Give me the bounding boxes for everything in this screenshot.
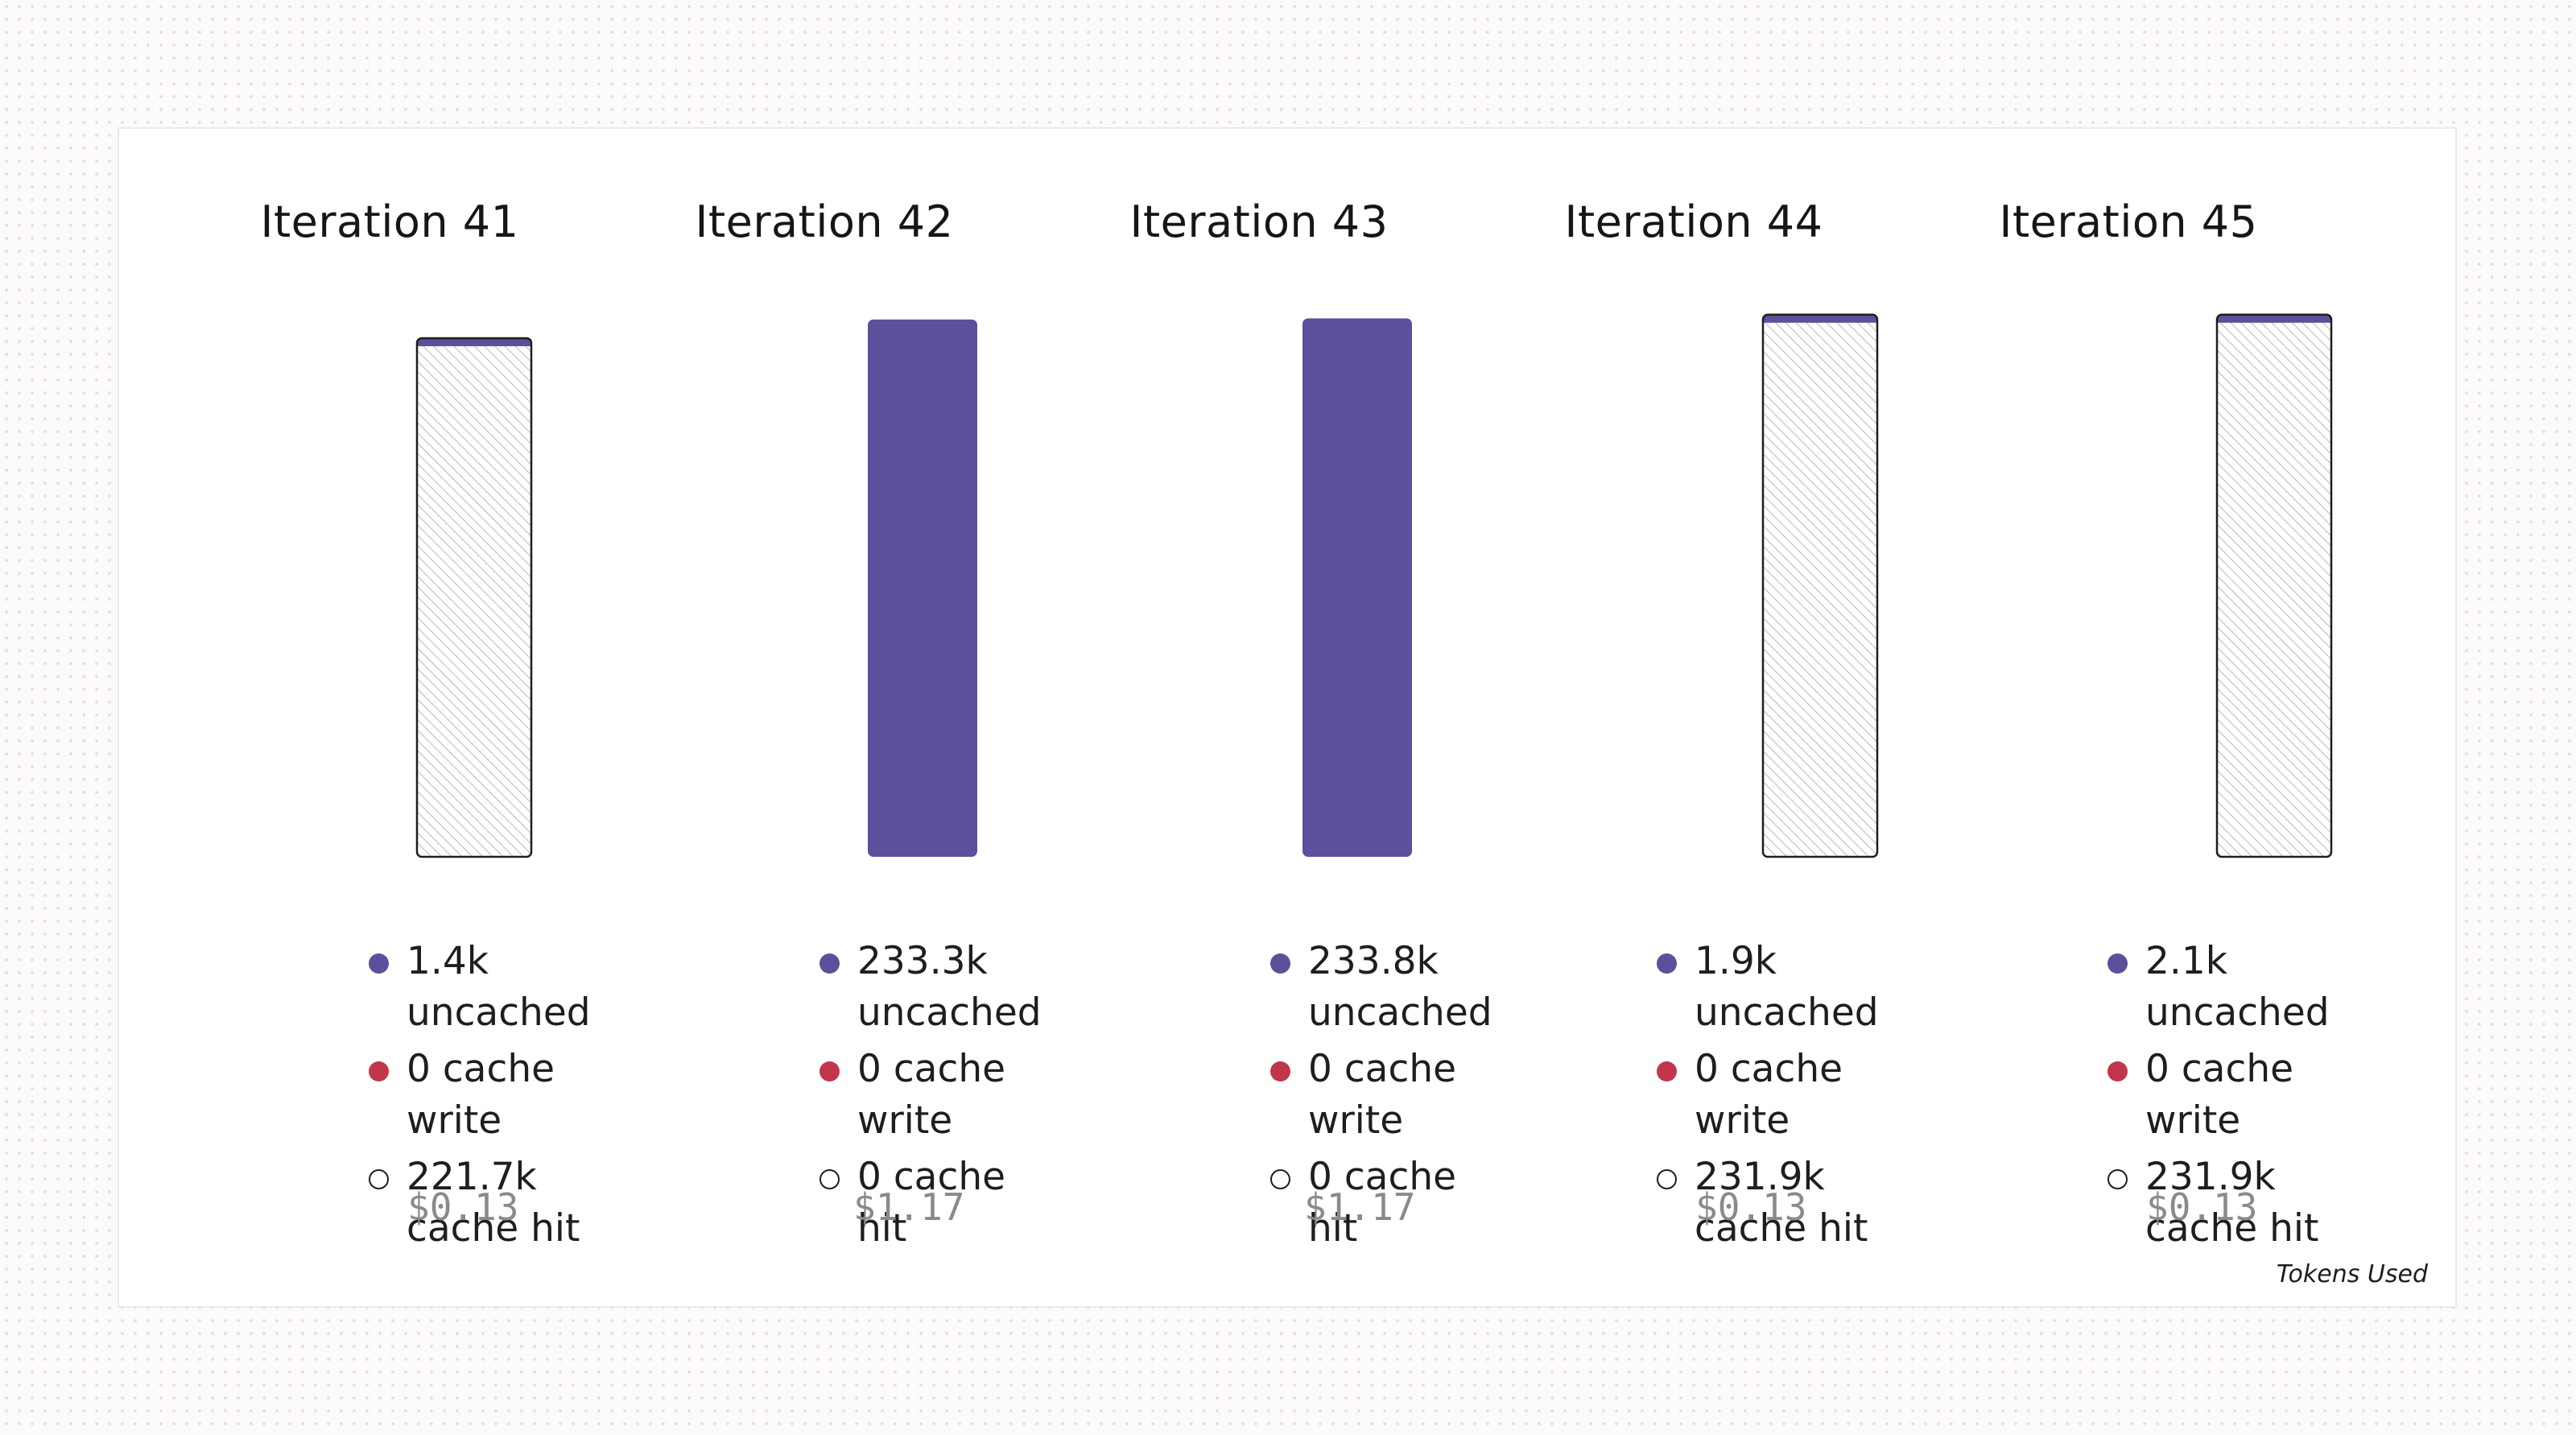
bar-segment-uncached bbox=[2217, 314, 2331, 323]
iteration-title: Iteration 44 bbox=[1564, 196, 1823, 247]
cache-hit-dot-icon bbox=[1270, 1169, 1290, 1189]
legend-label-cache-hit: 231.9k cache hit bbox=[2145, 1155, 2319, 1251]
chart-card: Iteration 41 1.4k uncached 0 cache write… bbox=[118, 127, 2457, 1308]
uncached-dot-icon bbox=[819, 953, 840, 974]
bar bbox=[415, 337, 533, 858]
iteration-title: Iteration 41 bbox=[260, 196, 519, 247]
bar-segment-uncached bbox=[868, 319, 977, 858]
bar-segment-uncached bbox=[1302, 318, 1412, 857]
legend-item-cache-write: 0 cache write bbox=[369, 1044, 610, 1147]
cache-write-dot-icon bbox=[1270, 1061, 1290, 1081]
legend: 1.9k uncached 0 cache write 231.9k cache… bbox=[1657, 936, 1914, 1259]
bar bbox=[2215, 313, 2333, 858]
cost-label: $1.17 bbox=[1304, 1185, 1416, 1229]
legend-label-cache-hit: 221.7k cache hit bbox=[407, 1155, 580, 1251]
cache-write-dot-icon bbox=[819, 1061, 840, 1081]
iteration-group: Iteration 42 233.3k uncached 0 cache wri… bbox=[599, 129, 1050, 1306]
legend-item-cache-hit: 231.9k cache hit bbox=[2107, 1152, 2349, 1255]
legend-item-cache-hit: 0 cache hit bbox=[819, 1152, 1045, 1255]
legend-label-uncached: 1.4k uncached bbox=[407, 939, 591, 1035]
iteration-title: Iteration 43 bbox=[1129, 196, 1389, 247]
bar-segment-uncached bbox=[417, 337, 531, 346]
iteration-group: Iteration 41 1.4k uncached 0 cache write… bbox=[164, 129, 615, 1306]
bar-outline bbox=[2215, 313, 2333, 858]
bar-svg bbox=[415, 337, 533, 858]
legend-item-uncached: 1.9k uncached bbox=[1657, 936, 1914, 1039]
legend: 2.1k uncached 0 cache write 231.9k cache… bbox=[2107, 936, 2349, 1259]
cache-write-dot-icon bbox=[1657, 1061, 1677, 1081]
bar bbox=[1761, 313, 1879, 858]
legend-label-cache-write: 0 cache write bbox=[857, 1047, 1006, 1143]
uncached-dot-icon bbox=[2107, 953, 2128, 974]
legend-label-cache-write: 0 cache write bbox=[2145, 1047, 2294, 1143]
legend: 1.4k uncached 0 cache write 221.7k cache… bbox=[369, 936, 610, 1259]
legend-item-cache-hit: 0 cache hit bbox=[1270, 1152, 1483, 1255]
legend-label-uncached: 233.3k uncached bbox=[857, 939, 1042, 1035]
chart-footer-label: Tokens Used bbox=[2276, 1260, 2428, 1288]
bar-outline bbox=[1761, 313, 1879, 858]
bar-svg bbox=[1761, 313, 1879, 858]
legend-item-uncached: 1.4k uncached bbox=[369, 936, 610, 1039]
legend-label-cache-write: 0 cache write bbox=[1308, 1047, 1457, 1143]
legend-item-uncached: 233.8k uncached bbox=[1270, 936, 1492, 1039]
legend-item-uncached: 2.1k uncached bbox=[2107, 936, 2349, 1039]
legend-item-cache-hit: 231.9k cache hit bbox=[1657, 1152, 1914, 1255]
cost-label: $0.13 bbox=[1695, 1185, 1807, 1229]
legend-item-cache-write: 0 cache write bbox=[2107, 1044, 2349, 1147]
legend-item-uncached: 233.3k uncached bbox=[819, 936, 1045, 1039]
legend-item-cache-write: 0 cache write bbox=[1270, 1044, 1483, 1147]
cost-label: $0.13 bbox=[407, 1185, 519, 1229]
iteration-title: Iteration 45 bbox=[1999, 196, 2258, 247]
bar-segment-uncached bbox=[1763, 314, 1877, 323]
iteration-group: Iteration 43 233.8k uncached 0 cache wri… bbox=[1034, 129, 1492, 1306]
iteration-title: Iteration 42 bbox=[695, 196, 954, 247]
legend-label-uncached: 1.9k uncached bbox=[1695, 939, 1879, 1035]
legend-item-cache-write: 0 cache write bbox=[819, 1044, 1045, 1147]
iteration-group: Iteration 44 1.9k uncached 0 cache write… bbox=[1468, 129, 1919, 1306]
legend: 233.8k uncached 0 cache write 0 cache hi… bbox=[1270, 936, 1492, 1259]
cost-label: $0.13 bbox=[2146, 1185, 2258, 1229]
legend-label-cache-hit: 0 cache hit bbox=[857, 1155, 1006, 1251]
legend-label-cache-write: 0 cache write bbox=[407, 1047, 555, 1143]
cost-label: $1.17 bbox=[853, 1185, 965, 1229]
cache-hit-dot-icon bbox=[369, 1169, 389, 1189]
legend-item-cache-hit: 221.7k cache hit bbox=[369, 1152, 610, 1255]
legend-label-uncached: 2.1k uncached bbox=[2145, 939, 2330, 1035]
legend-label-cache-hit: 231.9k cache hit bbox=[1695, 1155, 1868, 1251]
bar-outline bbox=[415, 337, 533, 858]
bar-svg bbox=[868, 319, 977, 858]
legend-label-uncached: 233.8k uncached bbox=[1308, 939, 1492, 1035]
cache-hit-dot-icon bbox=[819, 1169, 840, 1189]
bar-segment-cache-hit bbox=[417, 345, 531, 857]
uncached-dot-icon bbox=[1270, 953, 1290, 974]
cache-write-dot-icon bbox=[369, 1061, 389, 1081]
cache-hit-dot-icon bbox=[1657, 1169, 1677, 1189]
uncached-dot-icon bbox=[369, 953, 389, 974]
bar-segment-cache-hit bbox=[1763, 322, 1877, 857]
legend-item-cache-write: 0 cache write bbox=[1657, 1044, 1914, 1147]
bar-svg bbox=[1302, 318, 1412, 857]
legend-label-cache-hit: 0 cache hit bbox=[1308, 1155, 1457, 1251]
iteration-group: Iteration 45 2.1k uncached 0 cache write… bbox=[1903, 129, 2354, 1306]
bar-svg bbox=[2215, 313, 2333, 858]
cache-write-dot-icon bbox=[2107, 1061, 2128, 1081]
legend: 233.3k uncached 0 cache write 0 cache hi… bbox=[819, 936, 1045, 1259]
cache-hit-dot-icon bbox=[2107, 1169, 2128, 1189]
legend-label-cache-write: 0 cache write bbox=[1695, 1047, 1843, 1143]
uncached-dot-icon bbox=[1657, 953, 1677, 974]
bar-segment-cache-hit bbox=[2217, 322, 2331, 857]
